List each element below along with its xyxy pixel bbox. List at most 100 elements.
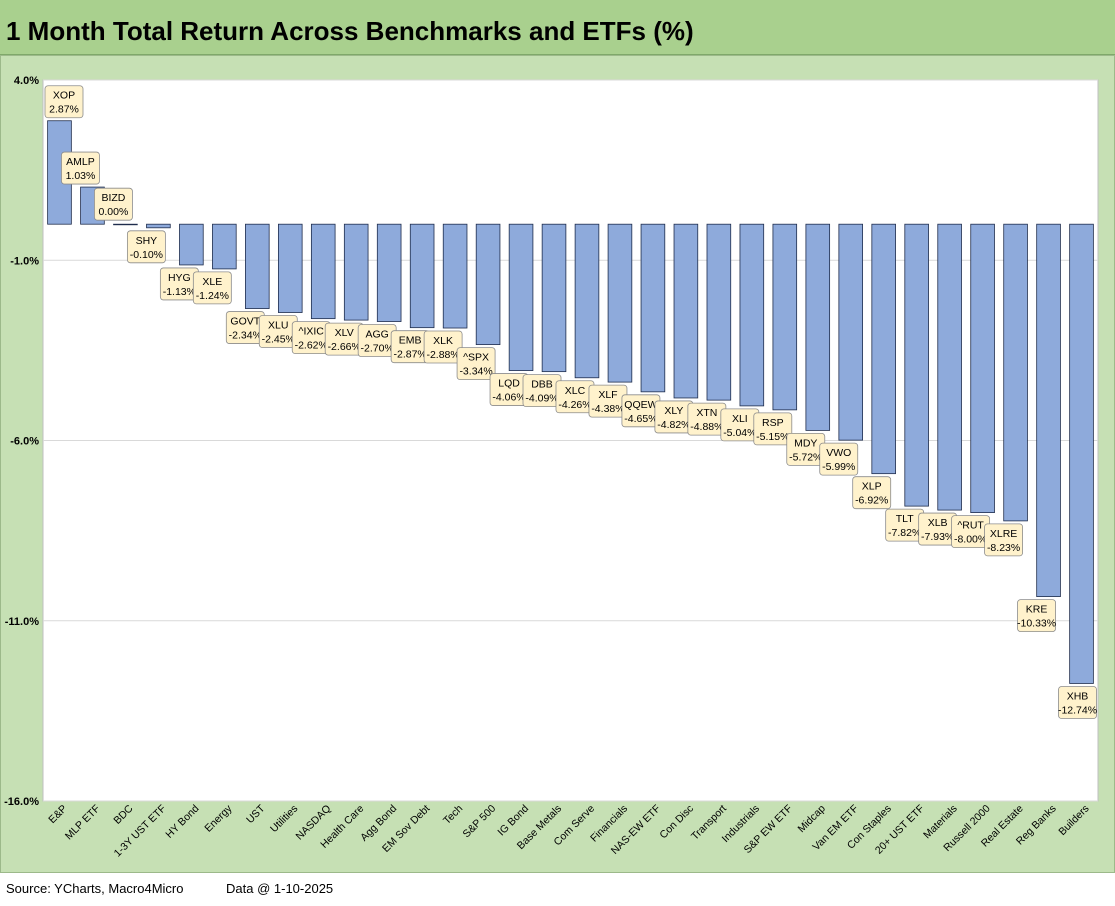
data-label-value: -4.88% (690, 421, 723, 433)
data-label-ticker: XOP (53, 90, 75, 102)
x-tick-label: HY Bond (163, 803, 201, 841)
bar (1003, 223, 1028, 522)
data-label-ticker: XTN (696, 407, 717, 419)
bar (475, 223, 501, 346)
data-label-value: -2.66% (328, 341, 361, 353)
bar (937, 223, 962, 511)
data-label-ticker: QQEW (624, 399, 657, 411)
data-label-ticker: XLE (202, 276, 222, 288)
data-label-ticker: XLU (268, 320, 288, 332)
data-label-box (94, 187, 133, 221)
data-label-box (456, 347, 496, 381)
data-label-value: 2.87% (49, 104, 79, 116)
data-label-ticker: XLP (862, 481, 882, 493)
data-label-ticker: XLY (664, 405, 683, 417)
data-label-ticker: RSP (762, 417, 784, 429)
data-label-ticker: XLC (565, 385, 586, 397)
data-label-value: -4.38% (591, 403, 624, 415)
data-label-value: -6.92% (855, 495, 888, 507)
bar (706, 223, 732, 401)
data-label-ticker: XLF (598, 389, 617, 401)
bar (179, 223, 204, 266)
data-label-value: -4.26% (558, 399, 591, 411)
data-label-ticker: BIZD (101, 192, 125, 204)
x-tick-label: Tech (441, 803, 465, 827)
bar (212, 223, 237, 270)
data-label-box (819, 442, 859, 476)
data-label-value: -2.34% (229, 330, 262, 342)
bar (1036, 223, 1061, 597)
bar (146, 223, 171, 229)
bar (970, 223, 995, 513)
data-label-value: -5.15% (756, 431, 789, 443)
data-label-box (61, 151, 100, 185)
data-label-value: -0.10% (130, 249, 163, 261)
y-tick-label: -6.0% (10, 436, 39, 448)
data-label-ticker: MDY (794, 437, 817, 449)
data-label-ticker: TLT (896, 513, 914, 525)
x-tick-label: Midcap (795, 803, 828, 836)
source-note: Source: YCharts, Macro4Micro (6, 881, 184, 896)
data-label-ticker: ^SPX (463, 352, 489, 364)
data-label-value: 1.03% (66, 170, 96, 182)
bar (739, 223, 765, 407)
chart-title: 1 Month Total Return Across Benchmarks a… (6, 16, 694, 46)
data-label-value: -4.65% (624, 413, 657, 425)
data-label-ticker: KRE (1026, 604, 1048, 616)
data-label-ticker: DBB (531, 379, 553, 391)
y-tick-label: -16.0% (4, 796, 39, 808)
data-label-value: -2.70% (361, 343, 394, 355)
data-label-value: -2.62% (295, 340, 328, 352)
footer: Source: YCharts, Macro4Micro Data @ 1-10… (0, 873, 1115, 906)
data-label-value: -5.04% (723, 427, 756, 439)
title-bar: 1 Month Total Return Across Benchmarks a… (0, 0, 1115, 55)
bar (277, 223, 303, 313)
bar (409, 223, 435, 329)
bar (904, 223, 929, 507)
data-label-ticker: LQD (498, 378, 520, 390)
data-label-box (1058, 686, 1097, 719)
data-label-box (44, 85, 84, 119)
data-label-value: -2.88% (426, 349, 459, 361)
x-tick-label: UST (244, 802, 268, 826)
bar (376, 223, 402, 322)
bar (508, 223, 534, 371)
data-label-ticker: GOVT (230, 316, 260, 328)
data-label-value: -4.09% (525, 393, 558, 405)
data-label-box (192, 271, 232, 305)
data-label-box (984, 523, 1023, 557)
bar (310, 223, 336, 320)
y-tick-label: 4.0% (14, 75, 39, 87)
data-label-ticker: XLB (928, 517, 948, 529)
data-date-note: Data @ 1-10-2025 (226, 881, 334, 896)
x-tick-label: MLP ETF (63, 803, 103, 843)
data-label-value: -1.13% (163, 286, 196, 298)
data-label-box (423, 330, 463, 364)
data-label-value: -4.82% (657, 419, 690, 431)
x-tick-label: Energy (202, 802, 235, 835)
bar (245, 223, 270, 309)
data-label-ticker: XLK (433, 335, 453, 347)
data-label-ticker: XLI (732, 413, 748, 425)
data-label-ticker: XLV (335, 327, 354, 339)
bar (574, 223, 600, 379)
data-label-value: -3.34% (459, 366, 492, 378)
data-label-value: -2.45% (262, 334, 295, 346)
data-label-value: -4.06% (492, 392, 525, 404)
chart-frame: 4.0% -1.0% -6.0% -11.0% -16.0% E&P MLP ETF BDC 1… (0, 55, 1115, 873)
data-label-value: -2.87% (394, 349, 427, 361)
data-label-value: -12.74% (1058, 704, 1097, 716)
bar (640, 223, 666, 393)
data-label-value: -8.00% (954, 534, 987, 546)
bar (772, 223, 798, 411)
data-label-value: 0.00% (99, 206, 129, 218)
bar (343, 223, 369, 321)
data-label-ticker: EMB (399, 335, 422, 347)
bar (805, 223, 831, 431)
bar (673, 223, 699, 399)
data-label-ticker: XHB (1067, 690, 1089, 702)
data-label-ticker: HYG (168, 272, 191, 284)
data-label-box (852, 476, 892, 510)
data-label-value: -7.82% (888, 527, 921, 539)
